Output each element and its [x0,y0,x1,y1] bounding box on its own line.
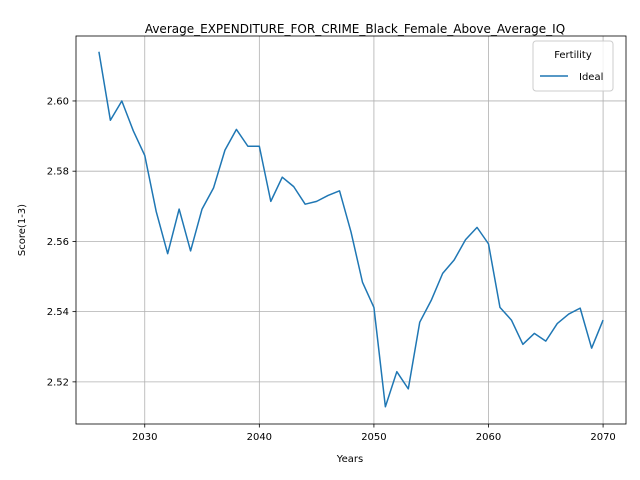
series-layer [98,51,604,408]
y-axis-label: Score(1-3) [17,204,28,256]
plot-frame [75,35,627,425]
legend-box [532,40,614,92]
x-tick-label: 2040 [247,432,272,443]
y-tick-label: 2.58 [47,167,69,178]
y-tick-label: 2.54 [47,307,69,318]
grid-layer [76,36,626,424]
x-tick-label: 2060 [476,432,501,443]
series-line-ideal [98,51,604,408]
x-axis-label: Years [336,454,363,465]
x-tick-label: 2030 [132,432,157,443]
y-tick-label: 2.52 [47,377,69,388]
legend-title: Fertility [554,50,592,61]
x-tick-label: 2050 [361,432,386,443]
chart-title: Average_EXPENDITURE_FOR_CRIME_Black_Fema… [145,22,565,36]
tick-layer: 2030 2040 2050 2060 2070 2.52 2.54 2.56 2.58 2.60 [47,96,616,443]
legend: Fertility Ideal [532,40,614,92]
legend-label: Ideal [579,72,603,83]
y-tick-label: 2.56 [47,237,69,248]
x-tick-label: 2070 [590,432,615,443]
y-tick-label: 2.60 [47,96,69,107]
